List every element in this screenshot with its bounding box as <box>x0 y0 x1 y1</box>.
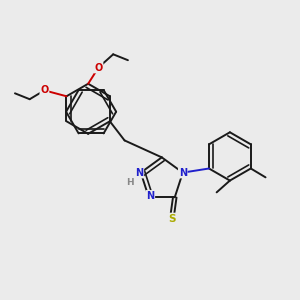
Text: N: N <box>146 191 154 201</box>
Text: O: O <box>40 85 49 95</box>
Text: H: H <box>126 178 134 187</box>
Text: O: O <box>94 63 103 73</box>
Text: N: N <box>179 168 187 178</box>
Text: N: N <box>135 168 143 178</box>
Text: S: S <box>168 214 176 224</box>
